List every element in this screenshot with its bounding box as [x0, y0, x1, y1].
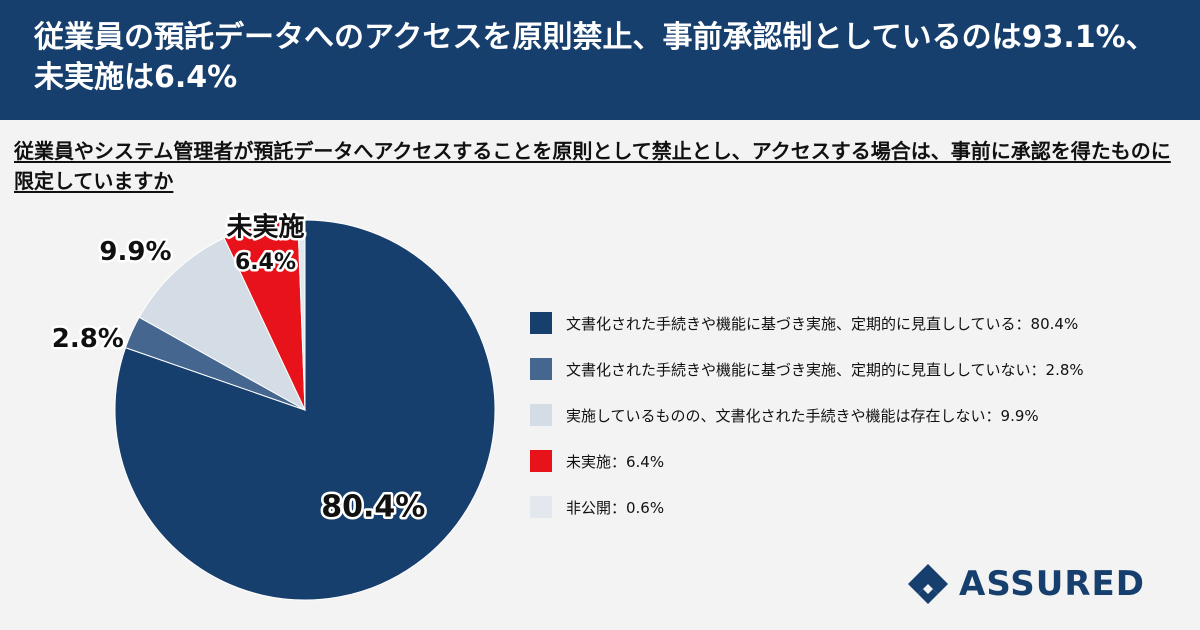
legend-swatch: [530, 312, 552, 334]
legend-label: 実施しているものの、文書化された手続きや機能は存在しない：9.9%: [566, 406, 1039, 425]
pie-labels: 80.4% 2.8% 9.9% 未実施 6.4%: [49, 209, 428, 527]
pie-slice-label-3: 6.4%: [235, 250, 296, 275]
legend-item: 文書化された手続きや機能に基づき実施、定期的に見直ししている：80.4%: [530, 312, 1190, 334]
legend-item: 未実施：6.4%: [530, 450, 1190, 472]
legend-item: 非公開：0.6%: [530, 496, 1190, 518]
legend-swatch: [530, 404, 552, 426]
legend-swatch: [530, 358, 552, 380]
pie-slice-title-3: 未実施: [226, 212, 304, 243]
logo-wordmark: ASSURED: [959, 564, 1145, 604]
legend-item: 実施しているものの、文書化された手続きや機能は存在しない：9.9%: [530, 404, 1190, 426]
page-title: 従業員の預託データへのアクセスを原則禁止、事前承認制としているのは93.1%、未…: [34, 20, 1156, 95]
header-banner: 従業員の預託データへのアクセスを原則禁止、事前承認制としているのは93.1%、未…: [0, 0, 1200, 120]
legend-label: 文書化された手続きや機能に基づき実施、定期的に見直ししている：80.4%: [566, 314, 1079, 333]
assured-logo-icon: [908, 564, 948, 604]
legend-label: 文書化された手続きや機能に基づき実施、定期的に見直ししていない：2.8%: [566, 360, 1084, 379]
legend-swatch: [530, 496, 552, 518]
pie-slice-label-2: 9.9%: [99, 237, 171, 267]
pie-slice-label-1: 2.8%: [52, 324, 124, 354]
legend-label: 非公開：0.6%: [566, 498, 665, 517]
chart-legend: 文書化された手続きや機能に基づき実施、定期的に見直ししている：80.4% 文書化さ…: [530, 312, 1190, 542]
pie-slice-label-0: 80.4%: [321, 489, 425, 524]
legend-item: 文書化された手続きや機能に基づき実施、定期的に見直ししていない：2.8%: [530, 358, 1190, 380]
survey-question: 従業員やシステム管理者が預託データへアクセスすることを原則として禁止とし、アクセ…: [14, 139, 1171, 193]
pie-slice-4: [297, 219, 306, 411]
pie-slice-2: [138, 237, 307, 412]
legend-label: 未実施：6.4%: [566, 452, 665, 471]
assured-logo: ASSURED: [905, 560, 1145, 608]
pie-slices: [114, 219, 496, 601]
legend-swatch: [530, 450, 552, 472]
